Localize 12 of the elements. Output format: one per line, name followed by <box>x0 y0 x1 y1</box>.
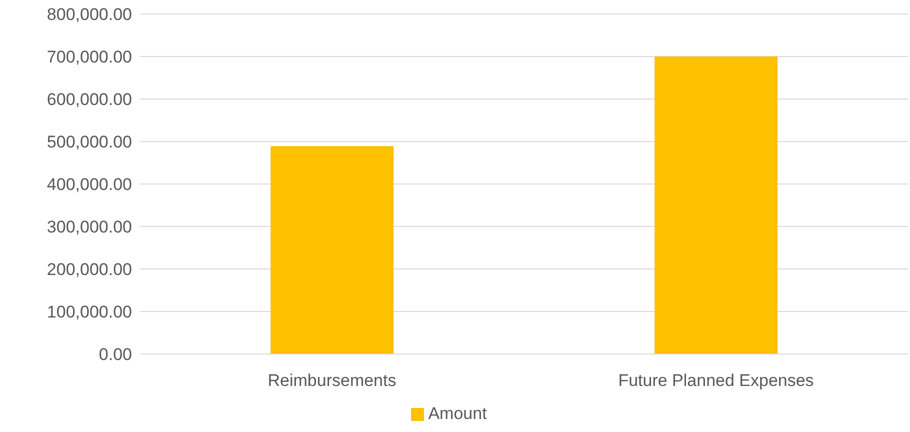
y-tick-label: 400,000.00 <box>46 175 132 194</box>
y-tick-label: 600,000.00 <box>46 90 132 110</box>
legend-label: Amount <box>428 404 487 423</box>
y-tick-label: 300,000.00 <box>46 218 132 237</box>
y-tick-label: 800,000.00 <box>46 5 132 24</box>
y-tick-label: 200,000.00 <box>46 260 132 280</box>
x-tick-label: Future Planned Expenses <box>618 371 814 390</box>
y-tick-label: 700,000.00 <box>46 48 132 67</box>
y-tick-label: 0.00 <box>98 345 132 364</box>
y-tick-label: 500,000.00 <box>46 132 132 152</box>
x-tick-label: Reimbursements <box>268 371 396 390</box>
y-tick-label: 100,000.00 <box>46 302 132 322</box>
